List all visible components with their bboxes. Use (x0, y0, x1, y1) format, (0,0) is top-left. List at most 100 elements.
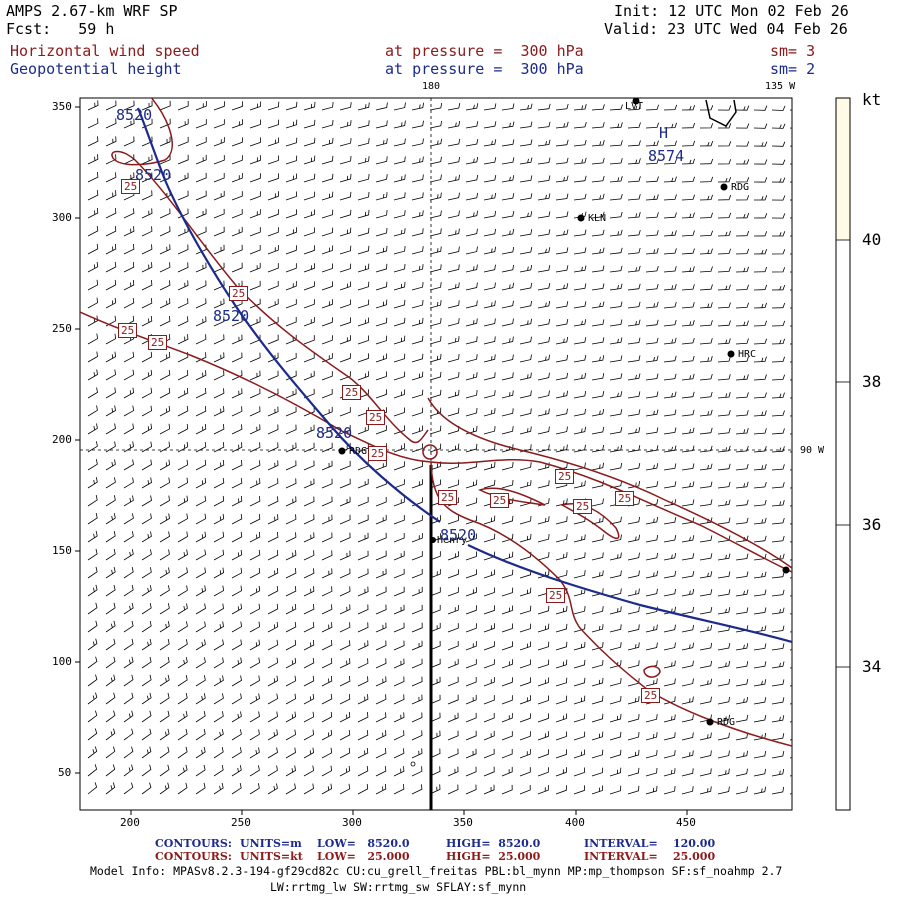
wind-barb (771, 697, 785, 705)
wind-barb (609, 767, 622, 777)
wind-barb (357, 209, 370, 219)
wind-barb (321, 460, 333, 471)
wind-barb (321, 747, 333, 759)
wind-barb (699, 678, 712, 687)
wind-barb (699, 553, 713, 561)
wind-barb (393, 784, 405, 795)
wind-barb (411, 622, 423, 633)
wind-barb (591, 480, 604, 489)
wind-barb (393, 533, 405, 543)
wind-barb (465, 784, 477, 795)
wind-barb (393, 246, 406, 255)
wind-barb (321, 263, 333, 273)
wind-barb (591, 552, 604, 561)
wind-barb (411, 353, 424, 363)
coastline (705, 99, 737, 127)
footer-wind-interval: INTERVAL= 25.000 (584, 850, 716, 863)
wind-barb (735, 105, 750, 111)
footer-height-interval: INTERVAL= 120.00 (584, 837, 716, 850)
wind-barb (537, 659, 550, 669)
wind-barb (591, 283, 605, 291)
wind-barb (735, 571, 749, 579)
wind-barb (177, 603, 188, 615)
wind-barb (555, 247, 569, 255)
wind-barb (303, 639, 315, 651)
wind-barb (519, 767, 531, 777)
wind-barb (501, 193, 515, 201)
wind-barb (429, 192, 442, 201)
wind-barb (105, 602, 116, 615)
wind-barb (771, 571, 785, 579)
wind-barb (645, 247, 659, 255)
wind-barb (663, 319, 677, 327)
wind-barb (249, 693, 260, 705)
wind-barb (537, 516, 550, 525)
wind-barb (321, 317, 333, 327)
wind-barb (753, 320, 767, 327)
wind-barb (717, 696, 730, 705)
wind-barb (411, 156, 424, 165)
wind-label: 25 (366, 410, 386, 425)
wind-barb (213, 406, 225, 417)
wind-barb (357, 389, 369, 399)
wind-barb (645, 534, 659, 543)
wind-barb (645, 767, 658, 777)
wind-barb (231, 693, 242, 705)
wind-barb (717, 284, 731, 291)
wind-barb (753, 463, 767, 471)
wind-barb (231, 226, 243, 237)
wind-barb (609, 606, 622, 615)
wind-label: 25 (615, 491, 635, 506)
wind-barb (537, 175, 551, 183)
wind-barb (159, 100, 171, 111)
wind-barb (339, 729, 351, 741)
wind-barb (213, 459, 225, 471)
wind-barb (303, 729, 315, 741)
wind-barb (501, 677, 513, 687)
wind-barb (267, 514, 279, 525)
wind-barb (681, 176, 695, 183)
wind-barb (753, 679, 767, 687)
wind-barb (123, 226, 135, 237)
wind-barb (303, 155, 316, 165)
wind-barb (429, 605, 441, 615)
wind-barb (177, 459, 189, 471)
wind-barb (699, 176, 714, 183)
wind-barb (159, 746, 170, 759)
wind-barb (375, 712, 387, 723)
wind-barb (771, 625, 785, 633)
wind-barb (753, 786, 766, 795)
wind-barb (375, 353, 388, 363)
wind-barb (555, 516, 568, 525)
wind-barb (645, 714, 658, 723)
wind-barb (591, 355, 605, 363)
wind-barb (123, 638, 134, 651)
wind-barb (483, 695, 495, 705)
wind-barb (123, 387, 135, 399)
wind-barb (303, 191, 316, 201)
wind-barb (537, 677, 550, 687)
colorbar-label: 40 (862, 230, 882, 249)
wind-barb (357, 191, 370, 201)
y-tick-label: 100 (52, 655, 72, 668)
wind-barb (177, 782, 188, 795)
wind-barb (159, 154, 171, 165)
wind-barb (591, 337, 605, 345)
wind-barb (249, 101, 262, 111)
wind-barb (573, 139, 587, 147)
wind-barb (339, 496, 351, 507)
wind-barb (699, 230, 713, 237)
wind-barb (717, 481, 731, 489)
wind-barb (249, 262, 261, 273)
wind-barb (321, 478, 333, 489)
wind-barb (429, 300, 442, 309)
wind-barb (627, 283, 641, 291)
wind-barb (195, 423, 207, 435)
wind-barb (645, 230, 659, 237)
wind-barb (771, 786, 785, 795)
wind-barb (285, 406, 297, 417)
wind-barb (285, 191, 297, 201)
wind-barb (501, 175, 515, 183)
height-label: 8520 (116, 106, 153, 124)
